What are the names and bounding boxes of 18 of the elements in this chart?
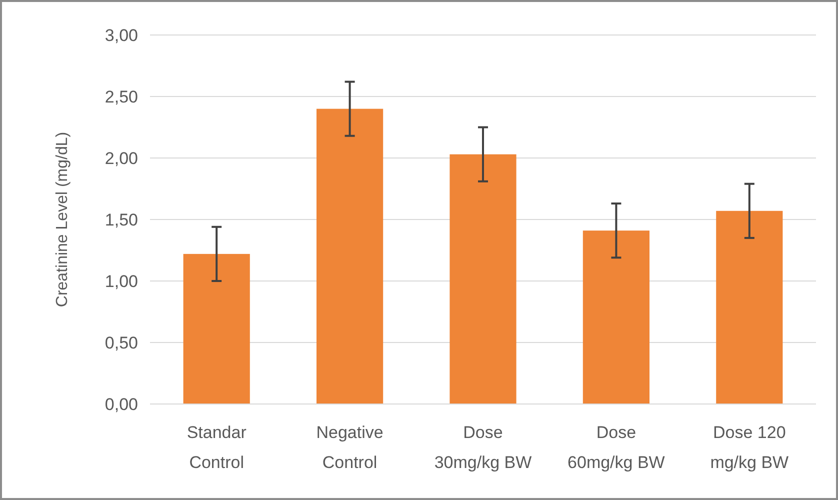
x-tick-label: Standar Control (186, 423, 247, 472)
x-tick-label: Negative Control (316, 423, 384, 472)
y-tick-label: 2,50 (104, 87, 138, 106)
y-tick-label: 0,00 (104, 394, 138, 414)
x-tick-label: Dose 60mg/kg BW (568, 423, 665, 472)
bar (450, 154, 516, 404)
y-tick-label: 3,00 (104, 26, 138, 45)
y-axis-title: Creatinine Level (mg/dL) (54, 132, 71, 308)
x-tick-label: Dose 120 mg/kg BW (710, 423, 789, 472)
bar (582, 230, 650, 404)
x-tick-label: Dose 30mg/kg BW (434, 423, 532, 472)
y-tick-label: 2,00 (104, 148, 138, 168)
bar (183, 254, 250, 404)
y-tick-label: 1,00 (104, 272, 138, 291)
bar (316, 108, 384, 404)
y-tick-label: 1,50 (104, 210, 138, 230)
bar (716, 210, 783, 404)
y-tick-label: 0,50 (104, 333, 138, 352)
